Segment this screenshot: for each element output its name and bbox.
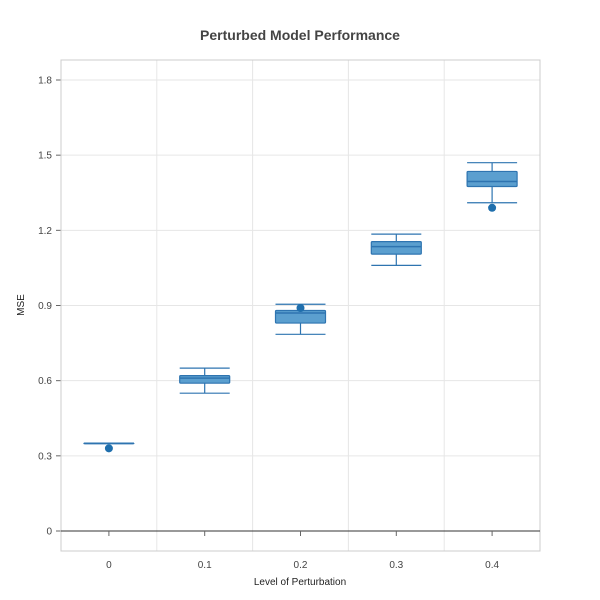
x-tick-label: 0.1: [198, 560, 212, 571]
x-tick-label: 0.3: [389, 560, 403, 571]
plot-area: 0 0.3 0.6 0.9 1.2 1.5 1.8 0 0.1 0.2 0.3 0.4: [38, 59, 541, 571]
box-outlier: [104, 444, 113, 453]
y-axis-label: MSE: [16, 294, 27, 316]
x-tick-label: 0: [106, 560, 112, 571]
x-tick-label: 0.2: [294, 560, 308, 571]
x-tick-label: 0.4: [485, 560, 499, 571]
y-tick-label: 0: [46, 527, 52, 538]
box-outlier: [296, 304, 305, 313]
plot-frame: [60, 59, 541, 552]
y-tick-label: 0.6: [38, 376, 52, 387]
chart-title: Perturbed Model Performance: [200, 27, 400, 43]
box-body: [179, 375, 231, 384]
x-axis-label: Level of Perturbation: [254, 577, 346, 588]
y-tick-label: 1.8: [38, 76, 52, 87]
y-tick-label: 0.9: [38, 301, 52, 312]
box-body: [370, 241, 422, 255]
y-tick-label: 0.3: [38, 451, 52, 462]
y-tick-label: 1.2: [38, 226, 52, 237]
box-outlier: [488, 203, 497, 212]
y-tick-label: 1.5: [38, 151, 52, 162]
box-body: [466, 170, 518, 188]
